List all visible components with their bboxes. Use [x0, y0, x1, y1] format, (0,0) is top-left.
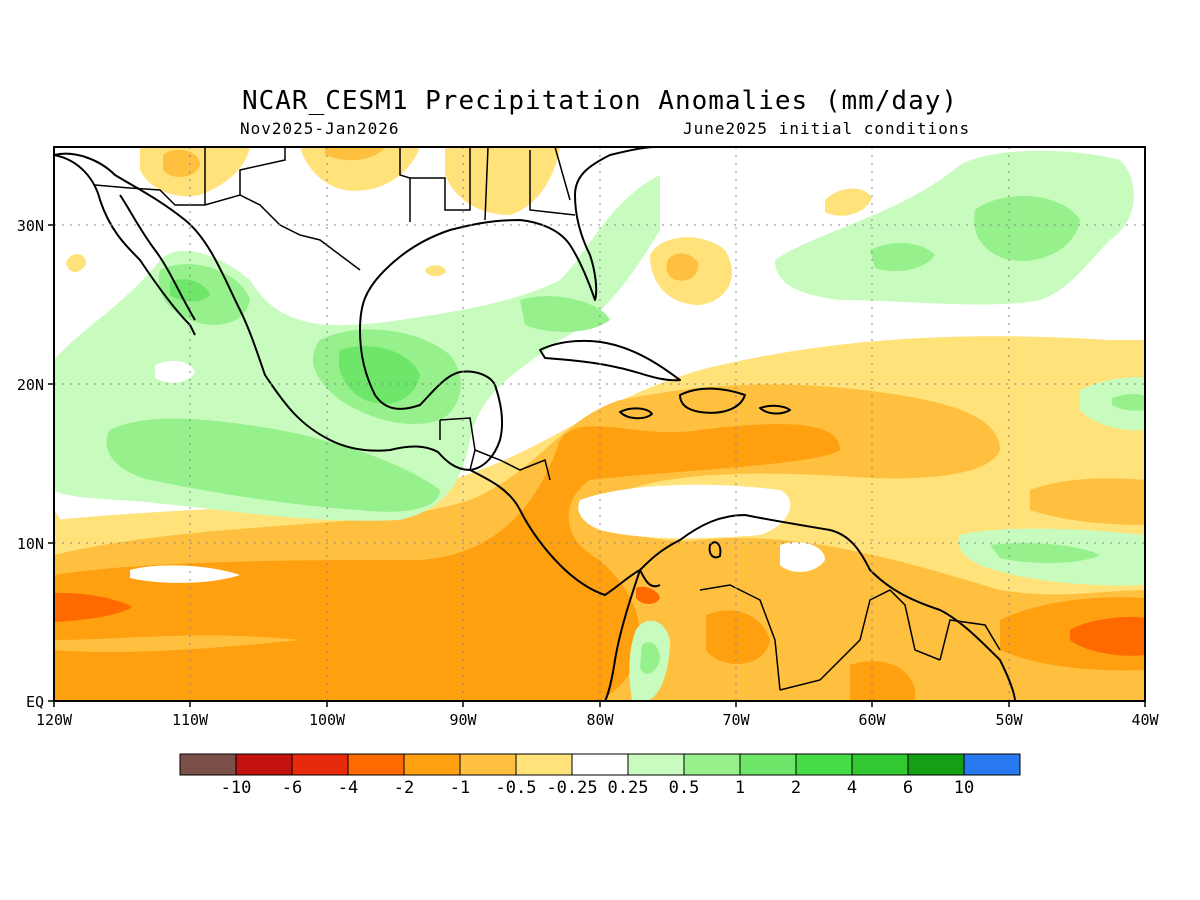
colorbar-label: -4	[338, 778, 358, 798]
lon-label: 110W	[172, 711, 209, 729]
colorbar-label: -2	[394, 778, 414, 798]
anomaly-area	[445, 147, 560, 215]
forecast-period: Nov2025-Jan2026	[240, 119, 400, 138]
anomaly-area	[974, 196, 1080, 261]
colorbar-label: -1	[450, 778, 470, 798]
anomaly-area	[1030, 478, 1145, 525]
anomaly-area	[130, 565, 240, 583]
lon-labels: 120W 110W 100W 90W 80W 70W 60W 50W 40W	[36, 711, 1160, 729]
colorbar-box	[347, 753, 405, 776]
colorbar-label: -0.5	[496, 778, 537, 798]
anomaly-area	[155, 360, 195, 383]
lat-label: EQ	[26, 693, 44, 711]
anomaly-area	[54, 592, 132, 622]
anomaly-area	[163, 149, 200, 177]
initial-conditions: June2025 initial conditions	[683, 119, 971, 138]
colorbar-box	[291, 753, 349, 776]
colorbar-label: 0.25	[608, 778, 649, 798]
anomaly-area	[850, 661, 915, 701]
lon-label: 90W	[449, 711, 477, 729]
anomaly-area	[338, 346, 420, 404]
coastlines	[54, 147, 1016, 701]
lat-label: 30N	[17, 217, 44, 235]
anomaly-area	[425, 265, 446, 277]
lat-labels: EQ 10N 20N 30N	[17, 217, 44, 711]
colorbar-box	[179, 753, 237, 776]
colorbar-box	[403, 753, 461, 776]
colorbar-box	[683, 753, 741, 776]
lon-label: 50W	[995, 711, 1023, 729]
anomaly-area	[520, 296, 610, 332]
gridlines	[54, 147, 1145, 701]
lat-label: 10N	[17, 535, 44, 553]
colorbar-labels: -10 -6 -4 -2 -1 -0.5 -0.25 0.25 0.5 1 2 4 6 10	[221, 778, 975, 798]
coastline-lake-maracaibo	[708, 541, 722, 559]
coastline-cuba	[539, 339, 681, 382]
lon-label: 40W	[1131, 711, 1159, 729]
coastline-south-america	[604, 514, 1016, 701]
lon-label: 70W	[722, 711, 750, 729]
colorbar-box	[459, 753, 517, 776]
coastline-puerto-rico	[759, 404, 791, 415]
map-title: NCAR_CESM1 Precipitation Anomalies (mm/d…	[241, 86, 959, 116]
anomaly-area	[825, 188, 872, 216]
border-us-states	[204, 147, 576, 222]
anomaly-area	[780, 542, 825, 572]
lon-label: 60W	[858, 711, 886, 729]
lon-label: 100W	[309, 711, 346, 729]
tick-marks	[48, 224, 1146, 707]
colorbar-box	[515, 753, 573, 776]
border-south-america	[699, 584, 1001, 691]
anomaly-area	[54, 424, 840, 701]
lon-label: 80W	[586, 711, 614, 729]
coastline-north-america	[54, 147, 656, 471]
borders	[94, 147, 1001, 691]
anomaly-area	[170, 279, 210, 302]
precip-field	[54, 147, 1145, 701]
colorbar-box	[795, 753, 853, 776]
colorbar-box	[739, 753, 797, 776]
anomaly-area	[1112, 393, 1145, 411]
coastline-jamaica	[619, 407, 653, 420]
colorbar-label: -0.25	[546, 778, 597, 798]
lon-label: 120W	[36, 711, 73, 729]
anomaly-area	[640, 642, 660, 674]
colorbar-label: 6	[903, 778, 913, 798]
colorbar-box	[235, 753, 293, 776]
coastline-central-america	[469, 469, 661, 596]
colorbar	[179, 753, 1021, 776]
anomaly-area	[636, 586, 660, 604]
anomaly-area	[870, 243, 935, 272]
anomaly-area	[775, 150, 1134, 305]
colorbar-box	[907, 753, 965, 776]
anomaly-area	[1070, 616, 1145, 656]
border-central-america	[439, 417, 551, 481]
lat-label: 20N	[17, 376, 44, 394]
anomaly-area	[706, 610, 770, 664]
anomaly-area	[325, 147, 385, 161]
anomaly-area	[990, 543, 1100, 563]
colorbar-label: -10	[221, 778, 252, 798]
border-us-mexico	[94, 184, 361, 271]
colorbar-label: 4	[847, 778, 857, 798]
anomaly-area	[578, 484, 791, 539]
colorbar-label: 2	[791, 778, 801, 798]
anomaly-area	[54, 510, 65, 550]
colorbar-label: 0.5	[669, 778, 700, 798]
coastline-hispaniola	[679, 387, 746, 414]
anomaly-area	[666, 253, 699, 281]
colorbar-label: 10	[954, 778, 974, 798]
colorbar-label: 1	[735, 778, 745, 798]
colorbar-box	[627, 753, 685, 776]
colorbar-box	[963, 753, 1021, 776]
anomaly-area	[159, 444, 310, 477]
colorbar-label: -6	[282, 778, 302, 798]
colorbar-box	[571, 753, 629, 776]
colorbar-box	[851, 753, 909, 776]
anomaly-area	[66, 253, 86, 273]
anomaly-area	[300, 147, 420, 191]
